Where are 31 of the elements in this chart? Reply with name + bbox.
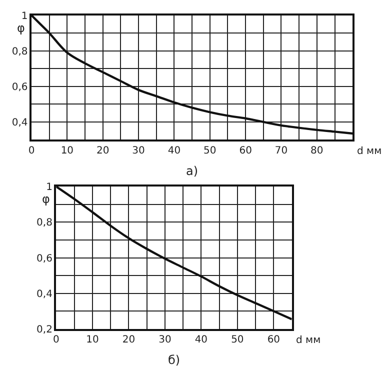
x-tick-label: 40 (194, 334, 208, 346)
x-tick-label: 20 (122, 334, 136, 346)
x-tick-label: 50 (231, 334, 244, 346)
y-tick-label: 0,6 (36, 253, 52, 264)
x-tick-label: 30 (132, 145, 145, 156)
x-tick-label: 60 (267, 334, 280, 346)
x-axis-title: d мм (296, 335, 321, 346)
y-tick-label: 0,6 (12, 82, 28, 93)
x-tick-label: 80 (310, 145, 324, 156)
y-tick-label: 0,2 (36, 324, 52, 336)
x-tick-label: 10 (60, 145, 74, 156)
x-tick-label: 60 (239, 145, 252, 156)
y-axis-title: φ (42, 192, 50, 206)
y-tick-label: 1 (21, 10, 28, 22)
text: б) (168, 353, 180, 367)
x-tick-label: 10 (86, 334, 99, 346)
y-tick-label: 0,4 (36, 288, 52, 300)
x-tick-label: 0 (53, 334, 60, 346)
y-axis-title: φ (17, 21, 25, 35)
y-tick-label: 0,4 (12, 117, 28, 128)
x-tick-label: 0 (28, 145, 35, 156)
x-tick-label: 70 (274, 145, 288, 156)
y-tick-label: 0,8 (12, 46, 28, 58)
text: а) (186, 164, 198, 178)
x-tick-label: 50 (204, 145, 216, 156)
x-tick-label: 40 (168, 145, 181, 156)
y-tick-label: 0,8 (36, 218, 52, 229)
y-tick-label: 1 (46, 182, 52, 194)
x-tick-label: 20 (96, 145, 110, 156)
x-tick-label: 30 (158, 334, 172, 346)
x-axis-title: d мм (357, 146, 382, 157)
